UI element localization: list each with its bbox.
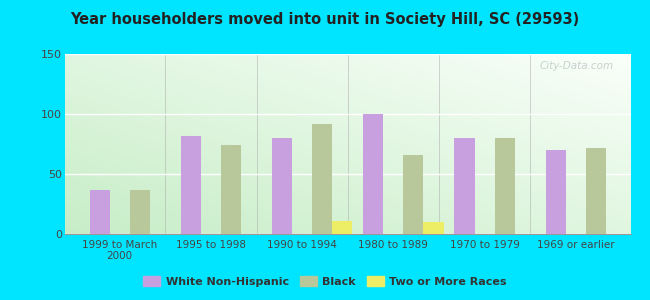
Bar [545,150,566,234]
Bar [332,221,352,234]
Bar [181,136,201,234]
Bar [90,190,110,234]
Bar [221,145,241,234]
Bar [312,124,332,234]
Bar [495,138,515,234]
Bar [404,155,423,234]
Bar [423,222,443,234]
Text: Year householders moved into unit in Society Hill, SC (29593): Year householders moved into unit in Soc… [70,12,580,27]
Bar [363,114,383,234]
Bar [586,148,606,234]
Text: City-Data.com: City-Data.com [540,61,614,71]
Bar [454,138,474,234]
Bar [130,190,150,234]
Legend: White Non-Hispanic, Black, Two or More Races: White Non-Hispanic, Black, Two or More R… [139,272,511,291]
Bar [272,138,292,234]
